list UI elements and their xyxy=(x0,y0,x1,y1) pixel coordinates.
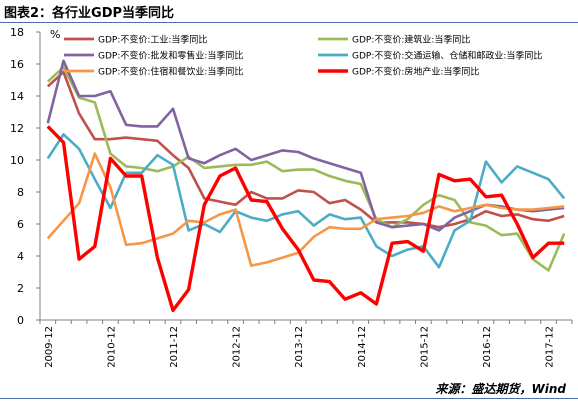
series-line-1 xyxy=(46,70,565,229)
x-tick-label: 2014-12 xyxy=(357,326,368,368)
x-tick-label: 2010-12 xyxy=(106,326,117,368)
legend-label-6: GDP:不变价:房地产业:当季同比 xyxy=(352,66,479,78)
bottom-rule xyxy=(0,398,578,399)
series-group xyxy=(46,59,566,313)
x-tick-label: 2016-12 xyxy=(482,326,493,368)
series-line-4 xyxy=(46,133,566,269)
legend-label-1: GDP:不变价:工业:当季同比 xyxy=(98,34,207,46)
series-line-3 xyxy=(46,59,565,232)
y-tick-label: 16 xyxy=(10,58,24,71)
y-tick-label: 4 xyxy=(17,250,24,263)
x-tick-label: 2015-12 xyxy=(419,326,430,368)
y-tick-label: 8 xyxy=(17,186,24,199)
legend-label-2: GDP:不变价:建筑业:当季同比 xyxy=(352,34,470,46)
y-axis-label: % xyxy=(50,28,60,41)
legend-label-4: GDP:不变价:交通运输、仓储和邮政业:当季同比 xyxy=(352,50,542,62)
figure-title: 图表2：各行业GDP当季同比 xyxy=(4,6,175,21)
y-tick-label: 12 xyxy=(10,122,24,135)
x-tick-label: 2013-12 xyxy=(294,326,305,368)
y-tick-label: 0 xyxy=(17,314,24,327)
x-tick-label: 2011-12 xyxy=(169,326,180,368)
axes: 0 2 4 6 8 10 12 14 16 18 % 2009-12 2010-12 2011-12 201… xyxy=(10,26,573,368)
series-line-6 xyxy=(46,125,565,313)
x-tick-label: 2017-12 xyxy=(545,326,556,368)
series-line-2 xyxy=(46,65,566,272)
legend-label-5: GDP:不变价:住宿和餐饮业:当季同比 xyxy=(98,66,243,78)
y-tick-label: 18 xyxy=(10,26,24,39)
source-note: 来源：盛达期货，Wind xyxy=(435,382,566,396)
legend: GDP:不变价:工业:当季同比 GDP:不变价:建筑业:当季同比 GDP:不变价:批… xyxy=(64,34,542,78)
chart-canvas: 0 2 4 6 8 10 12 14 16 18 % 2009-12 2010-12 2011-12 201… xyxy=(10,26,573,368)
y-tick-label: 10 xyxy=(10,154,24,167)
legend-label-3: GDP:不变价:批发和零售业:当季同比 xyxy=(98,50,243,62)
y-tick-label: 14 xyxy=(10,90,24,103)
y-tick-label: 6 xyxy=(17,218,24,231)
series-line-5 xyxy=(46,152,565,267)
y-tick-label: 2 xyxy=(17,282,24,295)
title-rule xyxy=(0,22,578,23)
x-tick-label: 2012-12 xyxy=(232,326,243,368)
x-tick-label: 2009-12 xyxy=(44,326,55,368)
